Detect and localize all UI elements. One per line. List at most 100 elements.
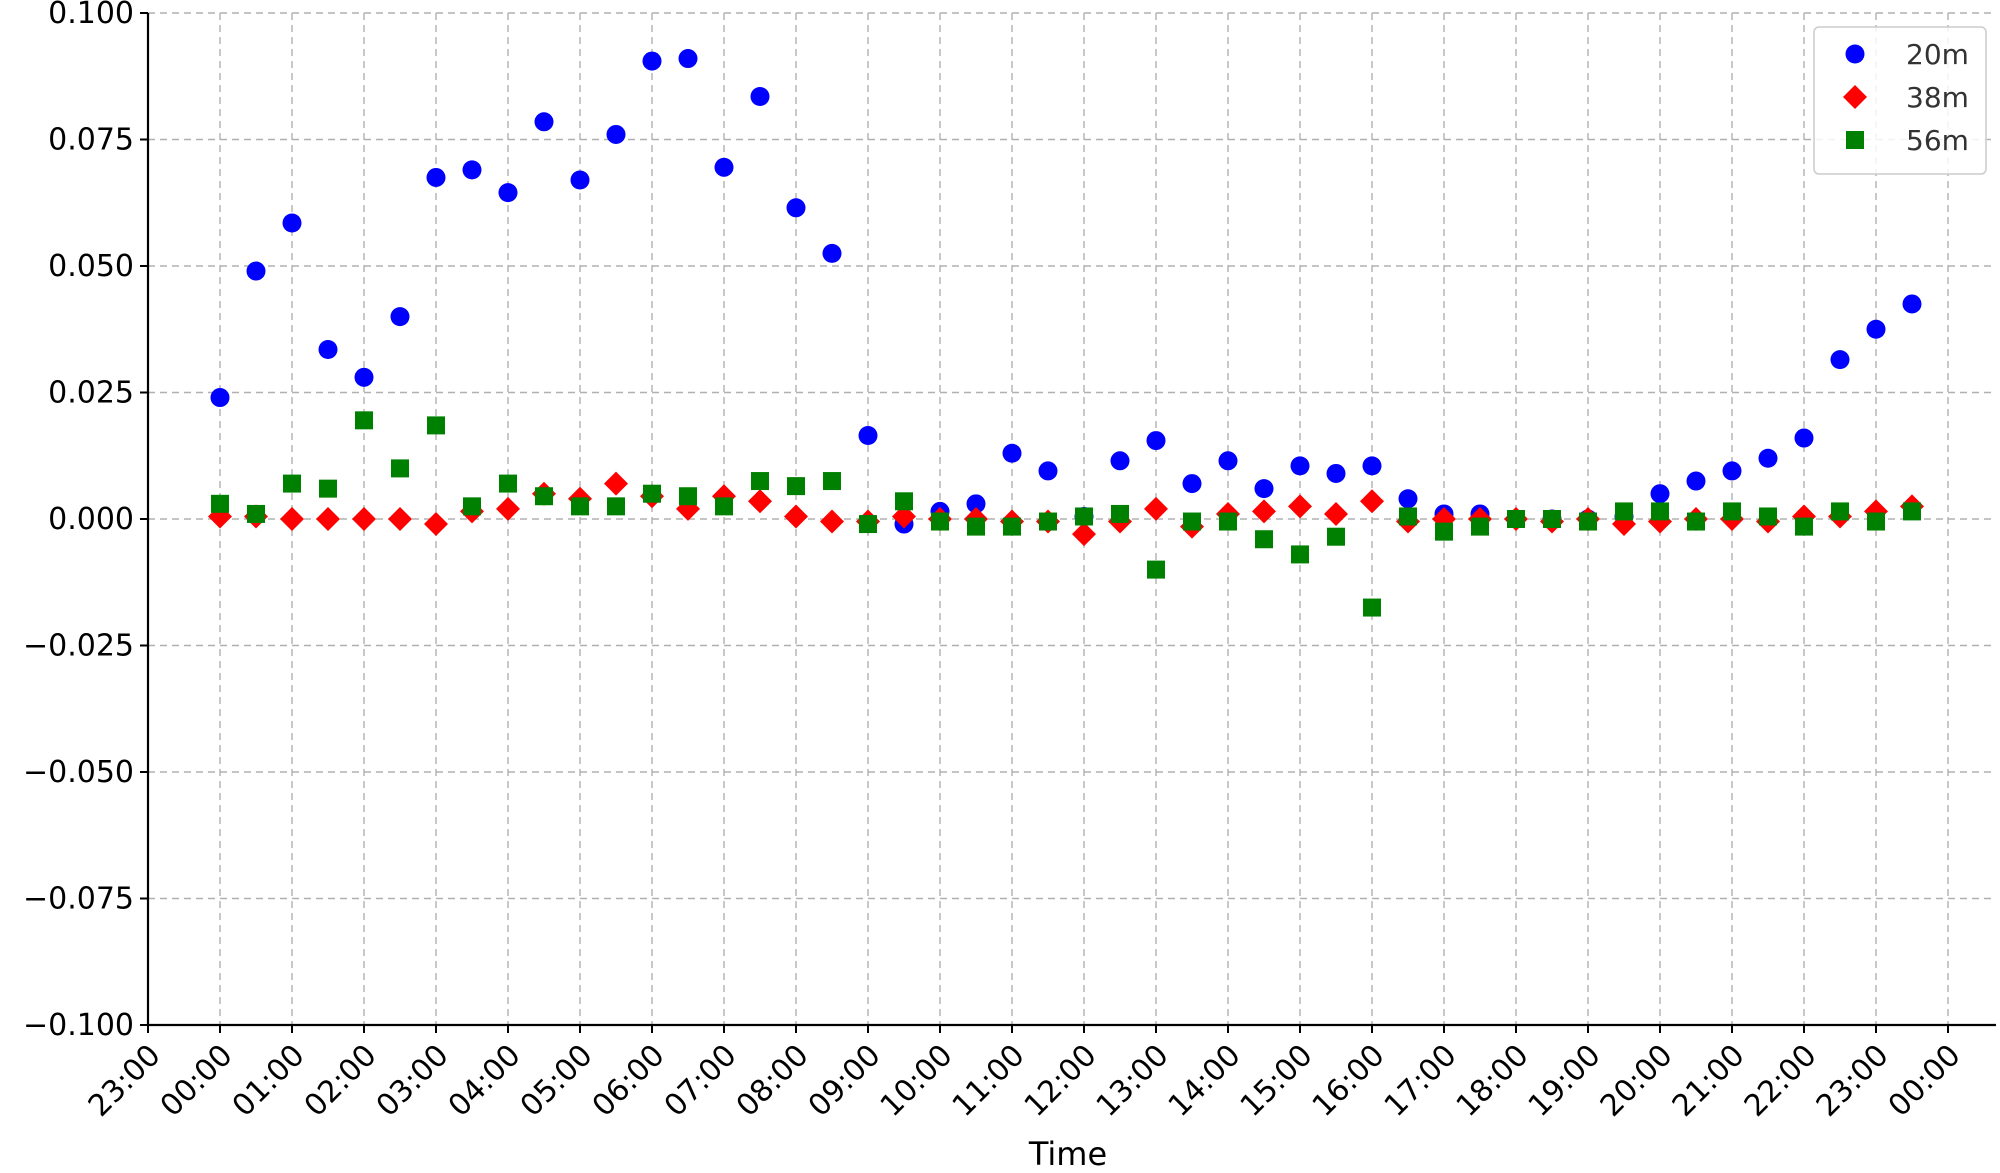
data-point-20m [210, 388, 230, 408]
data-point-20m [1182, 474, 1202, 494]
x-tick-label: 23:00 [82, 1038, 168, 1124]
data-point-56m [859, 515, 877, 534]
data-point-20m [1686, 471, 1706, 491]
data-point-20m [1794, 428, 1814, 448]
series-56m [211, 411, 1921, 617]
data-point-20m [390, 307, 410, 327]
series-20m [210, 49, 1922, 534]
data-point-38m [352, 507, 376, 531]
data-point-56m [751, 472, 769, 491]
data-point-56m [1831, 502, 1849, 521]
data-point-56m [1903, 502, 1921, 521]
data-point-20m [678, 49, 698, 69]
data-point-56m [211, 494, 229, 513]
data-point-38m [892, 504, 916, 529]
x-tick-label: 15:00 [1234, 1038, 1320, 1124]
data-point-56m [1327, 527, 1345, 546]
data-point-56m [571, 497, 589, 516]
data-point-56m [967, 517, 985, 536]
x-tick-label: 08:00 [730, 1038, 816, 1124]
data-point-56m [247, 504, 265, 523]
data-point-38m [316, 507, 340, 531]
data-point-38m [784, 504, 808, 529]
data-point-56m [1111, 504, 1129, 523]
data-point-20m [462, 160, 482, 180]
data-point-56m [355, 411, 373, 430]
data-point-20m [1146, 431, 1166, 451]
x-tick-label: 16:00 [1306, 1038, 1392, 1124]
data-point-20m [1326, 463, 1346, 483]
data-point-56m [427, 416, 445, 435]
data-point-20m [966, 494, 986, 514]
data-point-38m [820, 509, 844, 534]
tick-labels: 0.100 0.075 0.050 0.025 0.000 −0.025 −0.050 −0.… [23, 0, 1968, 1124]
data-point-56m [463, 497, 481, 516]
data-point-56m [787, 477, 805, 496]
data-point-20m [858, 426, 878, 446]
data-point-56m [1219, 512, 1237, 531]
data-point-56m [1039, 512, 1057, 531]
data-point-56m [1291, 545, 1309, 564]
data-point-56m [1615, 502, 1633, 521]
legend-label-38m: 38m [1906, 81, 1969, 114]
data-point-38m [748, 489, 772, 514]
data-point-56m [607, 497, 625, 516]
x-tick-label: 00:00 [1882, 1038, 1968, 1124]
x-tick-label: 03:00 [370, 1038, 456, 1124]
data-point-56m [1579, 512, 1597, 531]
legend-item-20m: 20m [1845, 38, 1969, 71]
data-point-56m [1183, 512, 1201, 531]
data-point-20m [246, 261, 266, 281]
data-point-56m [1723, 502, 1741, 521]
data-point-56m [823, 472, 841, 491]
data-point-38m [1360, 489, 1384, 514]
data-point-56m [1003, 517, 1021, 536]
data-point-20m [282, 213, 302, 233]
data-point-20m [426, 167, 446, 187]
data-point-20m [750, 86, 770, 106]
grid [147, 12, 1996, 1026]
data-point-56m [715, 497, 733, 516]
data-point-56m [391, 459, 409, 478]
legend-marker-20m [1845, 44, 1865, 64]
data-point-56m [1759, 507, 1777, 526]
data-point-38m [496, 496, 520, 521]
y-tick-label: −0.025 [23, 629, 134, 664]
legend-entries: 20m 38m 56m [1843, 38, 1969, 157]
x-tick-label: 01:00 [226, 1038, 312, 1124]
legend-marker-38m [1843, 85, 1867, 109]
y-tick-label: 0.050 [48, 249, 134, 284]
data-point-56m [1147, 560, 1165, 579]
data-point-20m [1002, 443, 1022, 463]
data-point-56m [895, 492, 913, 511]
x-tick-label: 10:00 [874, 1038, 960, 1124]
legend: 20m 38m 56m [1813, 26, 1987, 175]
data-point-20m [1758, 448, 1778, 468]
data-point-56m [679, 487, 697, 506]
data-point-56m [643, 484, 661, 503]
x-tick-label: 09:00 [802, 1038, 888, 1124]
legend-item-56m: 56m [1846, 124, 1969, 157]
x-tick-label: 12:00 [1018, 1038, 1104, 1124]
y-tick-label: 0.075 [48, 123, 134, 158]
data-point-38m [280, 507, 304, 531]
x-tick-label: 13:00 [1090, 1038, 1176, 1124]
data-point-56m [319, 479, 337, 498]
data-point-56m [1687, 512, 1705, 531]
data-point-20m [1110, 451, 1130, 471]
data-point-20m [1362, 456, 1382, 476]
y-tick-label: 0.025 [48, 376, 134, 411]
data-point-20m [1902, 294, 1922, 314]
data-point-20m [1398, 489, 1418, 509]
x-tick-label: 21:00 [1666, 1038, 1752, 1124]
x-tick-label: 18:00 [1450, 1038, 1536, 1124]
x-tick-label: 06:00 [586, 1038, 672, 1124]
data-point-56m [931, 512, 949, 531]
x-tick-label: 22:00 [1738, 1038, 1824, 1124]
data-point-56m [1507, 510, 1525, 528]
data-point-20m [498, 183, 518, 203]
data-point-20m [1866, 319, 1886, 339]
y-tick-label: 0.000 [48, 502, 134, 537]
